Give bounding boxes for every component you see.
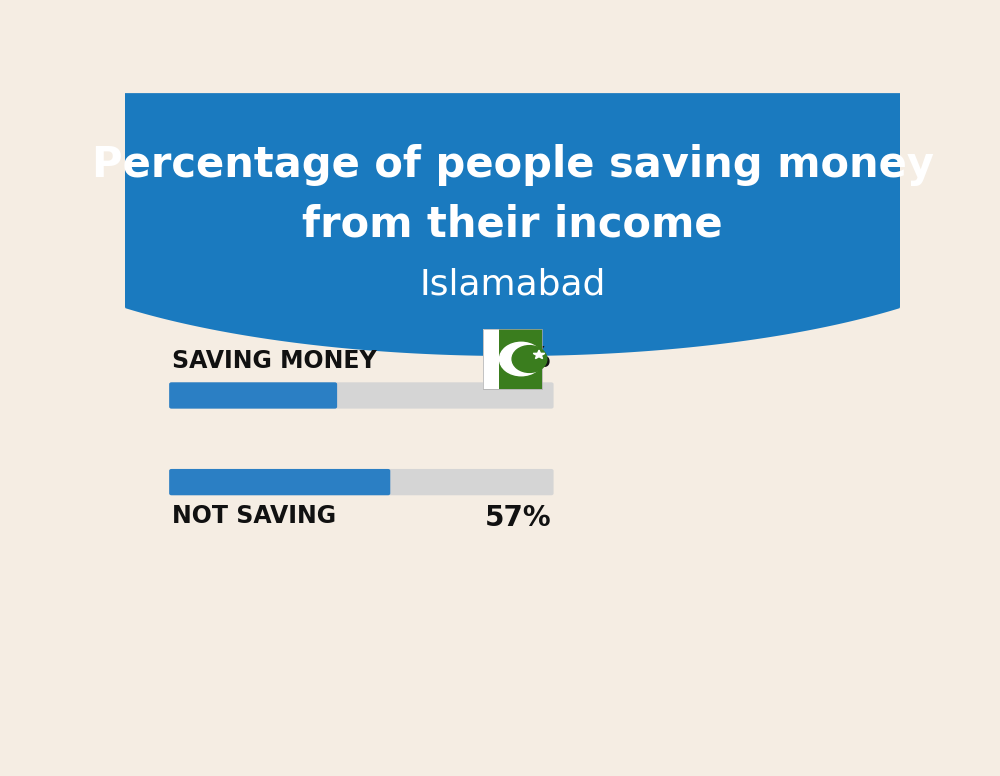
Circle shape — [512, 345, 547, 372]
FancyBboxPatch shape — [169, 383, 554, 409]
Circle shape — [500, 342, 543, 376]
Text: 57%: 57% — [485, 504, 551, 532]
PathPatch shape — [125, 93, 900, 356]
FancyBboxPatch shape — [169, 469, 554, 495]
FancyBboxPatch shape — [169, 383, 337, 409]
FancyBboxPatch shape — [169, 469, 390, 495]
Text: from their income: from their income — [302, 203, 723, 245]
Text: 43%: 43% — [485, 345, 551, 373]
FancyBboxPatch shape — [499, 329, 542, 389]
Polygon shape — [533, 350, 545, 359]
Text: NOT SAVING: NOT SAVING — [172, 504, 336, 528]
Text: SAVING MONEY: SAVING MONEY — [172, 349, 376, 373]
FancyBboxPatch shape — [483, 329, 499, 389]
Text: Percentage of people saving money: Percentage of people saving money — [92, 144, 934, 185]
Text: Islamabad: Islamabad — [419, 267, 606, 301]
